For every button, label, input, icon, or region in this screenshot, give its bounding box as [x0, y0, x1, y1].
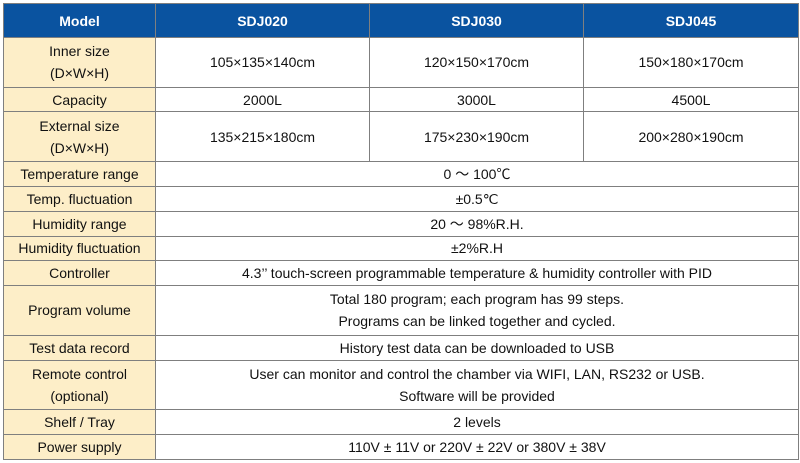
- row-label: Power supply: [3, 434, 156, 460]
- value-cell: 0 ～ 100℃: [155, 161, 799, 187]
- value-cell: 20 ～ 98%R.H.: [155, 210, 799, 237]
- value-cell: 2000L: [155, 86, 370, 113]
- value-cell: History test data can be downloaded to U…: [155, 334, 799, 361]
- value-cell: 120×150×170cm: [369, 37, 584, 88]
- value-line: Total 180 program; each program has 99 s…: [329, 291, 625, 308]
- row-label: Temp. fluctuation: [3, 185, 156, 212]
- header-sdj030: SDJ030: [369, 3, 584, 38]
- row-remote-control: Remote control (optional) User can monit…: [3, 359, 799, 411]
- row-temperature-range: Temperature range 0 ～ 100℃: [3, 161, 799, 187]
- row-label: Shelf / Tray: [3, 409, 156, 436]
- row-label: Humidity range: [3, 210, 156, 237]
- value-cell: 200×280×190cm: [583, 111, 799, 163]
- value-cell: 175×230×190cm: [369, 111, 584, 163]
- value-cell: 2 levels: [155, 409, 799, 436]
- row-label: Controller: [3, 260, 156, 287]
- value-cell: 105×135×140cm: [155, 37, 370, 88]
- label-line: Remote control: [32, 365, 127, 382]
- row-label: Temperature range: [3, 161, 156, 187]
- row-humidity-fluctuation: Humidity fluctuation ±2%R.H: [3, 235, 799, 262]
- row-humidity-range: Humidity range 20 ～ 98%R.H.: [3, 210, 799, 237]
- value-line: Programs can be linked together and cycl…: [338, 313, 616, 330]
- row-label: Humidity fluctuation: [3, 235, 156, 262]
- value-cell: User can monitor and control the chamber…: [155, 359, 799, 411]
- value-cell: 4.3’’ touch-screen programmable temperat…: [155, 260, 799, 287]
- label-line: (D×W×H): [49, 65, 110, 82]
- value-line: User can monitor and control the chamber…: [249, 365, 705, 382]
- value-cell: 150×180×170cm: [583, 37, 799, 88]
- row-controller: Controller 4.3’’ touch-screen programmab…: [3, 260, 799, 287]
- row-capacity: Capacity 2000L 3000L 4500L: [3, 86, 799, 113]
- row-label: Capacity: [3, 86, 156, 113]
- header-sdj020: SDJ020: [155, 3, 370, 38]
- row-shelf-tray: Shelf / Tray 2 levels: [3, 409, 799, 436]
- label-line: (D×W×H): [49, 139, 110, 156]
- row-label: External size (D×W×H): [3, 111, 156, 163]
- row-program-volume: Program volume Total 180 program; each p…: [3, 285, 799, 336]
- label-line: Inner size: [49, 43, 110, 60]
- row-temp-fluctuation: Temp. fluctuation ±0.5℃: [3, 185, 799, 212]
- header-model: Model: [3, 3, 156, 38]
- header-sdj045: SDJ045: [583, 3, 799, 38]
- value-line: Software will be provided: [399, 387, 555, 404]
- spec-table: Model SDJ020 SDJ030 SDJ045 Inner size (D…: [3, 3, 799, 460]
- row-inner-size: Inner size (D×W×H) 105×135×140cm 120×150…: [3, 37, 799, 88]
- value-cell: ±2%R.H: [155, 235, 799, 262]
- label-line: External size: [39, 117, 120, 134]
- row-label: Test data record: [3, 334, 156, 361]
- value-cell: ±0.5℃: [155, 185, 799, 212]
- value-cell: Total 180 program; each program has 99 s…: [155, 285, 799, 336]
- row-external-size: External size (D×W×H) 135×215×180cm 175×…: [3, 111, 799, 163]
- row-power-supply: Power supply 110V ± 11V or 220V ± 22V or…: [3, 434, 799, 460]
- value-cell: 3000L: [369, 86, 584, 113]
- value-cell: 110V ± 11V or 220V ± 22V or 380V ± 38V: [155, 434, 799, 460]
- header-row: Model SDJ020 SDJ030 SDJ045: [3, 3, 799, 38]
- row-label: Program volume: [3, 285, 156, 336]
- row-label: Inner size (D×W×H): [3, 37, 156, 88]
- row-label: Remote control (optional): [3, 359, 156, 411]
- row-test-data-record: Test data record History test data can b…: [3, 334, 799, 361]
- value-cell: 135×215×180cm: [155, 111, 370, 163]
- value-cell: 4500L: [583, 86, 799, 113]
- label-line: (optional): [50, 387, 109, 404]
